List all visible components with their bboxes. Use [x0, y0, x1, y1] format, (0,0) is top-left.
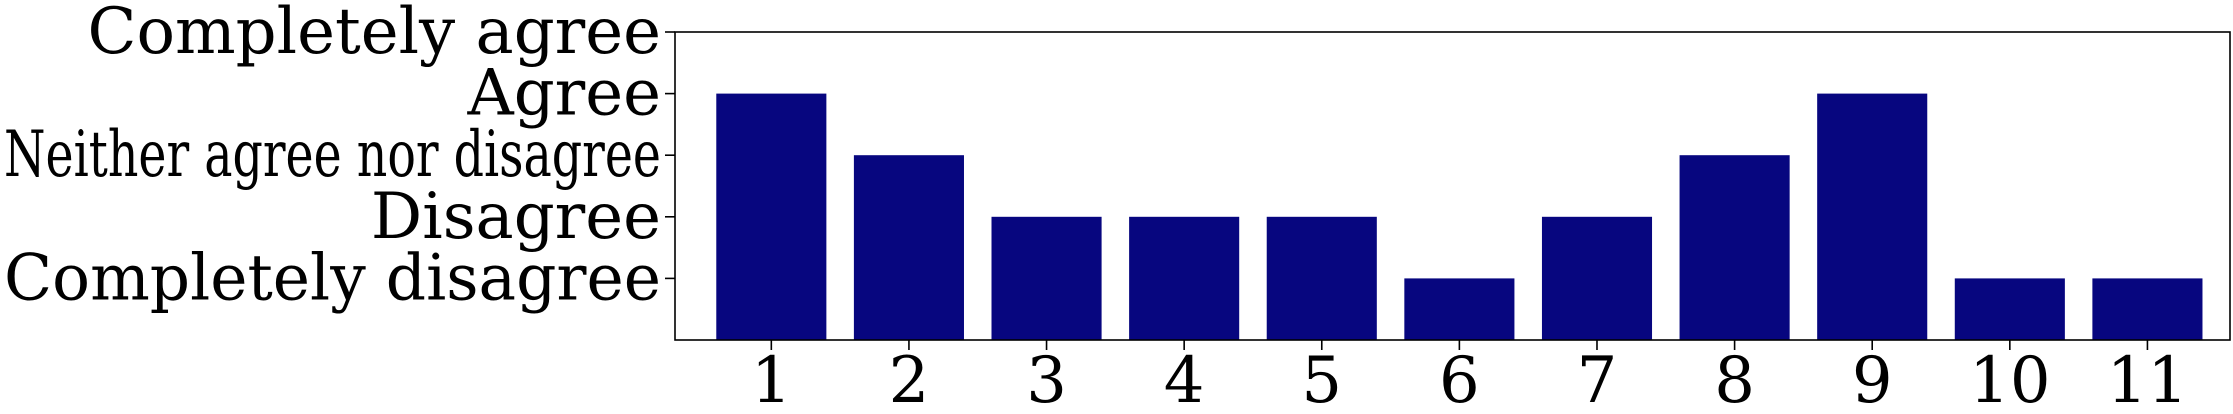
bar-8	[1679, 155, 1790, 340]
y-tick-label: Neither agree nor disagree	[4, 118, 661, 192]
y-tick-label: Agree	[466, 57, 661, 131]
x-tick-label: 7	[1577, 344, 1618, 414]
x-axis-ticks: 1 2 3 4 5 6 7 8 9 10 11	[751, 340, 2188, 414]
x-tick-label: 11	[2107, 344, 2188, 414]
bar-group	[716, 93, 2203, 340]
bar-10	[1954, 278, 2065, 340]
x-tick-label: 2	[889, 344, 930, 414]
x-tick-label: 3	[1026, 344, 1067, 414]
x-tick-label: 5	[1301, 344, 1342, 414]
y-tick-label: Completely agree	[87, 0, 661, 69]
bar-4	[1129, 216, 1240, 340]
x-tick-label: 9	[1852, 344, 1893, 414]
x-tick-label: 8	[1714, 344, 1755, 414]
y-tick-label: Completely disagree	[4, 241, 661, 315]
bar-9	[1817, 93, 1928, 340]
x-tick-label: 10	[1969, 344, 2050, 414]
bar-6	[1404, 278, 1515, 340]
bar-11	[2092, 278, 2203, 340]
x-tick-label: 4	[1164, 344, 1205, 414]
x-tick-label: 6	[1439, 344, 1480, 414]
plot-frame	[674, 31, 2231, 341]
y-tick-label: Disagree	[371, 180, 661, 254]
bar-5	[1266, 216, 1377, 340]
x-tick-label: 1	[751, 344, 792, 414]
bar-3	[991, 216, 1102, 340]
bar-1	[716, 93, 827, 340]
bar-7	[1541, 216, 1653, 340]
bar-2	[853, 155, 964, 340]
